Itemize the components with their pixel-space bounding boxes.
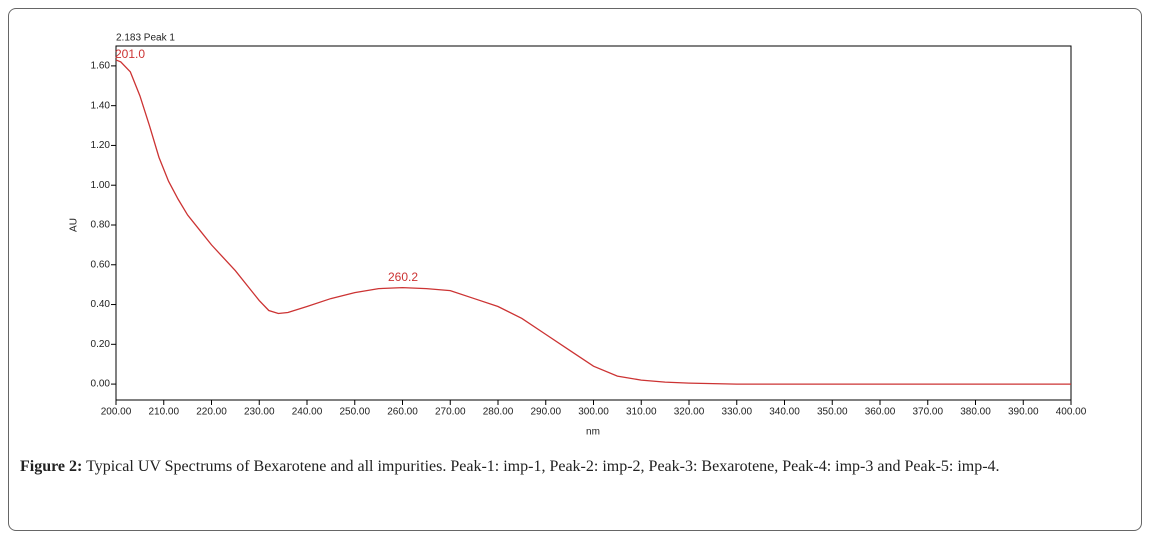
x-tick-label: 280.00 — [483, 407, 514, 418]
x-tick-label: 260.00 — [387, 407, 418, 418]
x-tick-label: 380.00 — [960, 407, 991, 418]
x-tick-label: 360.00 — [865, 407, 896, 418]
spectrum-line — [115, 59, 1071, 385]
x-tick-label: 390.00 — [1008, 407, 1039, 418]
x-tick-label: 330.00 — [721, 407, 752, 418]
y-tick-label: 0.20 — [91, 339, 111, 350]
peak-label: 201.0 — [115, 47, 145, 61]
x-tick-label: 270.00 — [435, 407, 466, 418]
y-tick-label: 1.60 — [91, 61, 111, 72]
x-tick-label: 200.00 — [101, 407, 132, 418]
x-tick-label: 220.00 — [196, 407, 227, 418]
x-tick-label: 240.00 — [292, 407, 323, 418]
caption-label: Figure 2: — [20, 458, 83, 475]
y-axis-label: AU — [69, 218, 80, 232]
x-tick-label: 320.00 — [674, 407, 705, 418]
x-tick-label: 370.00 — [912, 407, 943, 418]
y-tick-label: 1.20 — [91, 140, 111, 151]
peak-label: 260.2 — [388, 270, 418, 284]
x-tick-label: 250.00 — [339, 407, 370, 418]
x-tick-label: 350.00 — [817, 407, 848, 418]
x-tick-label: 310.00 — [626, 407, 657, 418]
y-tick-label: 0.60 — [91, 259, 111, 270]
plot-frame — [115, 45, 1072, 401]
caption: Figure 2: Typical UV Spectrums of Bexaro… — [20, 456, 1136, 478]
y-tick-label: 0.80 — [91, 220, 111, 231]
y-tick-label: 0.00 — [91, 379, 111, 390]
chart: 2.183 Peak 1 nm AU 0.00 0.20 0.40 0.60 0.80 1… — [69, 33, 1087, 438]
x-axis-label: nm — [586, 427, 600, 438]
y-tick-label: 0.40 — [91, 299, 111, 310]
x-tick-label: 290.00 — [530, 407, 561, 418]
figure-frame — [8, 8, 1142, 531]
y-tick-label: 1.00 — [91, 180, 111, 191]
x-tick-label: 210.00 — [148, 407, 179, 418]
chart-header: 2.183 Peak 1 — [116, 33, 175, 44]
x-tick-label: 400.00 — [1056, 407, 1087, 418]
caption-text: Typical UV Spectrums of Bexarotene and a… — [86, 458, 1000, 475]
x-tick-label: 230.00 — [244, 407, 275, 418]
x-tick-label: 340.00 — [769, 407, 800, 418]
y-tick-label: 1.40 — [91, 100, 111, 111]
x-tick-label: 300.00 — [578, 407, 609, 418]
